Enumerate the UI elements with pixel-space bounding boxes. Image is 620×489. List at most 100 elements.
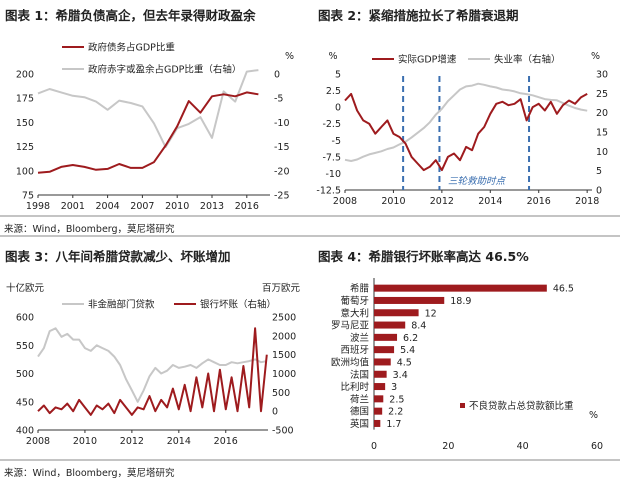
c1-ytick-left: 125 xyxy=(16,142,34,153)
c4-bar xyxy=(374,333,398,341)
c3-ytick-left: 550 xyxy=(16,341,34,352)
c3-ytick-left: 400 xyxy=(16,426,34,437)
c1-xtick-label: 2001 xyxy=(61,201,85,212)
c4-bar xyxy=(374,383,386,391)
c1-ytick-right: -25 xyxy=(274,191,290,202)
c4-xtick-label: 40 xyxy=(517,441,529,452)
c3-xtick-label: 2014 xyxy=(167,436,191,447)
c4-value-label: 4.5 xyxy=(397,357,412,368)
c2-ytick-right: 15 xyxy=(596,128,608,139)
c4-value-label: 5.4 xyxy=(400,345,415,356)
c1-right-unit: % xyxy=(285,51,294,62)
c4-xtick-label: 0 xyxy=(371,441,377,452)
c4-bar xyxy=(374,370,387,378)
c1-ytick-left: 200 xyxy=(16,70,34,81)
c1-xtick-label: 2010 xyxy=(165,201,189,212)
c4-bar xyxy=(374,321,406,329)
c4-bar xyxy=(374,407,383,415)
c2-legend-red-label: 实际GDP增速 xyxy=(398,54,457,66)
c4-category-label: 德国 xyxy=(350,406,369,418)
c1-ytick-left: 75 xyxy=(22,191,34,202)
c4-value-label: 2.2 xyxy=(388,407,403,418)
c3-ytick-right: 2500 xyxy=(272,313,296,324)
c2-title: 图表 2：紧缩措施拉长了希腊衰退期 xyxy=(318,8,519,23)
c2-ytick-right: 30 xyxy=(596,70,608,81)
c1-ytick-right: -20 xyxy=(274,166,290,177)
c2-ytick-left: 5 xyxy=(335,70,341,81)
c4-bar xyxy=(374,358,391,366)
c4-value-label: 18.9 xyxy=(450,296,471,307)
c2-xtick-label: 2012 xyxy=(430,196,454,207)
c1-ytick-right: 0 xyxy=(274,70,280,81)
c4-category-label: 波兰 xyxy=(350,332,369,344)
c4-value-label: 2.5 xyxy=(389,394,404,405)
c2-xtick-label: 2018 xyxy=(575,196,599,207)
c1-title: 图表 1：希腊负债高企，但去年录得财政盈余 xyxy=(5,8,256,23)
c2-ytick-left: -5 xyxy=(332,136,341,147)
source-note-bottom: 来源：Wind，Bloomberg，莫尼塔研究 xyxy=(4,468,175,479)
c1-xtick-label: 2007 xyxy=(130,201,154,212)
c4-xtick-label: 20 xyxy=(442,441,454,452)
c2-xtick-label: 2008 xyxy=(333,196,357,207)
c4-value-label: 3 xyxy=(391,382,397,393)
c3-ytick-right: 2000 xyxy=(272,331,296,342)
c4-unit: % xyxy=(589,410,598,421)
c4-category-label: 英国 xyxy=(350,418,369,430)
c4-title: 图表 4：希腊银行坏账率高达 46.5% xyxy=(318,249,529,264)
c4-value-label: 12 xyxy=(425,308,437,319)
c1-series-gray xyxy=(37,69,259,149)
c1-xtick-label: 2013 xyxy=(200,201,224,212)
c4-category-label: 葡萄牙 xyxy=(340,295,369,307)
c3-ytick-right: -500 xyxy=(272,426,294,437)
c3-xtick-label: 2012 xyxy=(120,436,144,447)
c2-ytick-left: -10 xyxy=(325,169,341,180)
c4-bar xyxy=(374,346,395,354)
c4-category-label: 罗马尼亚 xyxy=(331,321,370,332)
c4-value-label: 6.2 xyxy=(403,333,418,344)
c4-bar xyxy=(374,309,419,317)
c3-ytick-right: 1500 xyxy=(272,350,296,361)
source-note-top: 来源：Wind，Bloomberg，莫尼塔研究 xyxy=(4,224,175,235)
c1-series-red xyxy=(37,91,259,174)
c2-legend-gray-label: 失业率（右轴） xyxy=(494,54,561,66)
c2-ytick-left: -2.5 xyxy=(322,119,341,130)
c2-ytick-right: 20 xyxy=(596,108,608,119)
c3-ytick-left: 600 xyxy=(16,313,34,324)
c4-category-label: 比利时 xyxy=(340,381,369,393)
c2-series-gray xyxy=(344,82,588,162)
c2-left-unit: % xyxy=(328,51,337,62)
c3-ytick-right: 0 xyxy=(272,407,278,418)
c1-xtick-label: 1998 xyxy=(26,201,50,212)
c4-legend-swatch xyxy=(460,403,465,408)
c2-xtick-label: 2010 xyxy=(381,196,405,207)
c1-ytick-left: 175 xyxy=(16,94,34,105)
c4-value-label: 8.4 xyxy=(411,321,426,332)
c4-category-label: 西班牙 xyxy=(340,344,369,356)
c3-series-red xyxy=(37,327,268,416)
c3-legend-gray-label: 非金融部门贷款 xyxy=(88,299,155,311)
c2-series-red xyxy=(344,92,588,172)
c3-series-gray xyxy=(37,327,267,403)
c1-xtick-label: 2016 xyxy=(235,201,259,212)
c1-ytick-left: 100 xyxy=(16,166,34,177)
c4-bar xyxy=(374,296,445,304)
c3-ytick-right: 500 xyxy=(272,388,290,399)
c1-ytick-right: -5 xyxy=(274,94,283,105)
c4-value-label: 46.5 xyxy=(553,284,574,295)
c1-ytick-right: -10 xyxy=(274,118,290,129)
c4-bar xyxy=(374,395,384,403)
c3-xtick-label: 2008 xyxy=(26,436,50,447)
c2-ytick-right: 5 xyxy=(596,166,602,177)
c4-category-label: 法国 xyxy=(350,369,369,381)
c4-legend-label: 不良贷款占总贷款额比重 xyxy=(469,400,574,412)
c1-legend-red-label: 政府债务占GDP比重 xyxy=(88,42,175,54)
c4-category-label: 荷兰 xyxy=(350,393,369,405)
c3-left-unit: 十亿欧元 xyxy=(6,282,45,294)
c2-ytick-right: 10 xyxy=(596,147,608,158)
c2-ytick-left: -12.5 xyxy=(316,186,341,197)
c4-category-label: 意大利 xyxy=(340,307,369,319)
c2-ytick-left: 0 xyxy=(335,103,341,114)
c2-xtick-label: 2014 xyxy=(478,196,502,207)
c2-annotation: 三轮救助时点 xyxy=(448,176,507,187)
